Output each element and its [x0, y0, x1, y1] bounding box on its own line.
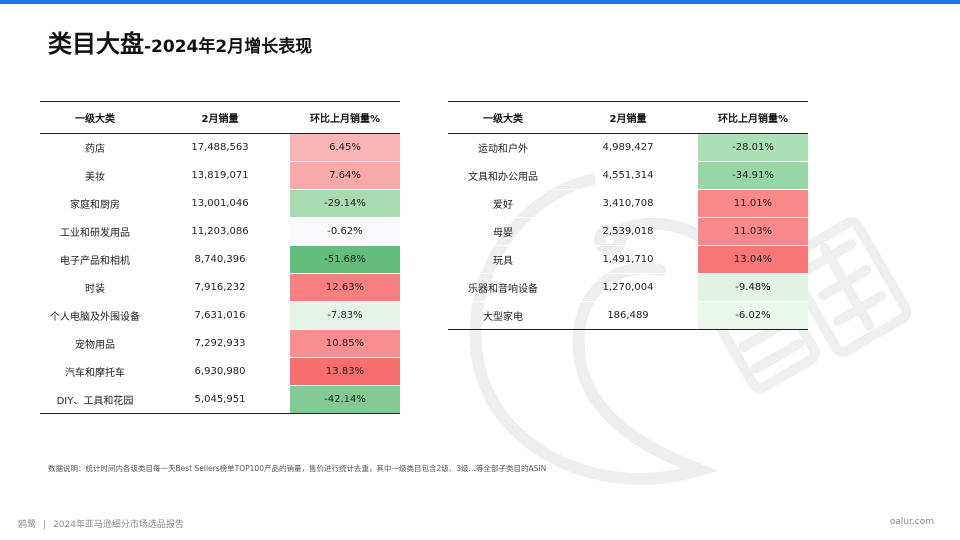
table-row: 文具和办公用品 4,551,314 -34.91% — [448, 161, 808, 190]
table-row: 个人电脑及外围设备 7,631,016 -7.83% — [40, 301, 400, 330]
table-row: 工业和研发用品 11,203,086 -0.62% — [40, 217, 400, 246]
table-row: 乐器和音响设备 1,270,004 -9.48% — [448, 273, 808, 302]
table-row: 汽车和摩托车 6,930,980 13.83% — [40, 357, 400, 386]
change-cell: 6.45% — [290, 133, 400, 162]
sales-cell: 17,488,563 — [150, 133, 290, 162]
sales-cell: 4,551,314 — [558, 161, 698, 190]
sales-cell: 3,410,708 — [558, 189, 698, 218]
change-cell: -0.62% — [290, 217, 400, 246]
category-cell: 个人电脑及外围设备 — [40, 301, 150, 330]
sales-cell: 4,989,427 — [558, 133, 698, 162]
sales-cell: 6,930,980 — [150, 357, 290, 386]
footer-left: 鸥鹭 2024年亚马逊细分市场选品报告 — [18, 517, 184, 530]
change-cell: -34.91% — [698, 161, 808, 190]
change-cell: -9.48% — [698, 273, 808, 302]
change-cell: -28.01% — [698, 133, 808, 162]
table-row: 爱好 3,410,708 11.01% — [448, 189, 808, 218]
change-cell: 13.04% — [698, 245, 808, 274]
category-cell: 大型家电 — [448, 301, 558, 330]
footer-divider — [44, 520, 46, 529]
header-change: 环比上月销量% — [698, 101, 808, 134]
change-cell: -29.14% — [290, 189, 400, 218]
change-cell: -51.68% — [290, 245, 400, 274]
change-cell: -7.83% — [290, 301, 400, 330]
table-header-row: 一级大类 2月销量 环比上月销量% — [40, 101, 400, 134]
table-row: 大型家电 186,489 -6.02% — [448, 301, 808, 330]
sales-cell: 1,270,004 — [558, 273, 698, 302]
table-row: 时装 7,916,232 12.63% — [40, 273, 400, 302]
category-cell: 乐器和音响设备 — [448, 273, 558, 302]
data-note: 数据说明：统计时间内各级类目每一天Best Sellers榜单TOP100产品的… — [48, 464, 547, 473]
change-cell: 11.03% — [698, 217, 808, 246]
top-accent-bar — [0, 0, 960, 4]
sales-cell: 7,292,933 — [150, 329, 290, 358]
table-row: 运动和户外 4,989,427 -28.01% — [448, 133, 808, 162]
sales-cell: 13,001,046 — [150, 189, 290, 218]
header-category: 一级大类 — [40, 101, 150, 134]
change-cell: -6.02% — [698, 301, 808, 330]
category-table-right: 一级大类 2月销量 环比上月销量% 运动和户外 4,989,427 -28.01% 文… — [448, 101, 808, 330]
change-cell: 13.83% — [290, 357, 400, 386]
sales-cell: 186,489 — [558, 301, 698, 330]
category-cell: 宠物用品 — [40, 329, 150, 358]
category-cell: 美妆 — [40, 161, 150, 190]
page-title: 类目大盘-2024年2月增长表现 — [48, 24, 312, 59]
footer-brand: 鸥鹭 — [18, 520, 37, 530]
header-sales: 2月销量 — [558, 101, 698, 134]
category-cell: 母婴 — [448, 217, 558, 246]
category-cell: 电子产品和相机 — [40, 245, 150, 274]
change-cell: 10.85% — [290, 329, 400, 358]
table-row: 玩具 1,491,710 13.04% — [448, 245, 808, 274]
category-cell: 汽车和摩托车 — [40, 357, 150, 386]
category-cell: 玩具 — [448, 245, 558, 274]
category-cell: 家庭和厨房 — [40, 189, 150, 218]
change-cell: 12.63% — [290, 273, 400, 302]
table-row: 药店 17,488,563 6.45% — [40, 133, 400, 162]
category-cell: 工业和研发用品 — [40, 217, 150, 246]
change-cell: 7.64% — [290, 161, 400, 190]
table-row: 宠物用品 7,292,933 10.85% — [40, 329, 400, 358]
change-cell: 11.01% — [698, 189, 808, 218]
table-row: 家庭和厨房 13,001,046 -29.14% — [40, 189, 400, 218]
sales-cell: 2,539,018 — [558, 217, 698, 246]
category-cell: DIY、工具和花园 — [40, 385, 150, 414]
footer-site-link[interactable]: oalur.com — [889, 517, 934, 527]
page-title-sub: -2024年2月增长表现 — [144, 37, 313, 57]
table-row: 母婴 2,539,018 11.03% — [448, 217, 808, 246]
category-cell: 药店 — [40, 133, 150, 162]
table-header-row: 一级大类 2月销量 环比上月销量% — [448, 101, 808, 134]
header-category: 一级大类 — [448, 101, 558, 134]
footer-report-title: 2024年亚马逊细分市场选品报告 — [53, 520, 184, 530]
header-change: 环比上月销量% — [290, 101, 400, 134]
sales-cell: 11,203,086 — [150, 217, 290, 246]
page-title-main: 类目大盘 — [48, 30, 144, 58]
category-cell: 文具和办公用品 — [448, 161, 558, 190]
category-cell: 爱好 — [448, 189, 558, 218]
change-cell: -42.14% — [290, 385, 400, 414]
category-cell: 时装 — [40, 273, 150, 302]
category-cell: 运动和户外 — [448, 133, 558, 162]
sales-cell: 7,631,016 — [150, 301, 290, 330]
header-sales: 2月销量 — [150, 101, 290, 134]
category-table-left: 一级大类 2月销量 环比上月销量% 药店 17,488,563 6.45% 美妆 13,… — [40, 101, 400, 414]
sales-cell: 8,740,396 — [150, 245, 290, 274]
table-row: DIY、工具和花园 5,045,951 -42.14% — [40, 385, 400, 414]
table-row: 电子产品和相机 8,740,396 -51.68% — [40, 245, 400, 274]
sales-cell: 5,045,951 — [150, 385, 290, 414]
sales-cell: 1,491,710 — [558, 245, 698, 274]
table-row: 美妆 13,819,071 7.64% — [40, 161, 400, 190]
sales-cell: 13,819,071 — [150, 161, 290, 190]
sales-cell: 7,916,232 — [150, 273, 290, 302]
